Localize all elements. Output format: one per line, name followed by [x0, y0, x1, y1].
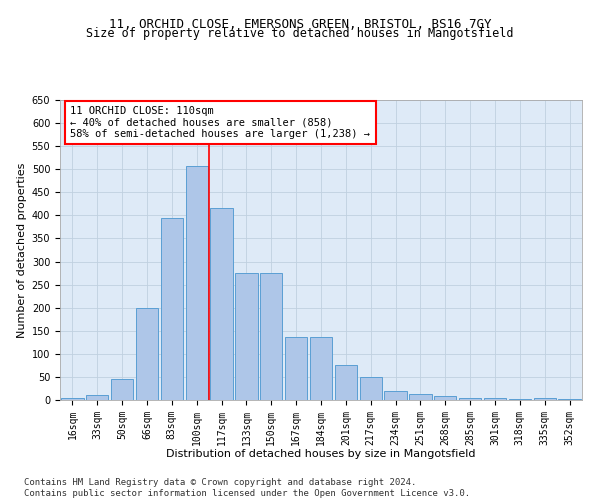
Bar: [434, 396, 457, 400]
Bar: [185, 166, 208, 400]
Text: Size of property relative to detached houses in Mangotsfield: Size of property relative to detached ho…: [86, 28, 514, 40]
Bar: [86, 396, 109, 400]
Y-axis label: Number of detached properties: Number of detached properties: [17, 162, 28, 338]
Text: Contains HM Land Registry data © Crown copyright and database right 2024.
Contai: Contains HM Land Registry data © Crown c…: [24, 478, 470, 498]
Bar: [310, 337, 332, 400]
Bar: [335, 366, 357, 400]
Bar: [161, 218, 183, 400]
Bar: [385, 391, 407, 400]
Bar: [459, 398, 481, 400]
Bar: [211, 208, 233, 400]
Bar: [559, 399, 581, 400]
Bar: [111, 379, 133, 400]
Bar: [235, 273, 257, 400]
Bar: [484, 398, 506, 400]
Bar: [509, 399, 531, 400]
Bar: [409, 394, 431, 400]
X-axis label: Distribution of detached houses by size in Mangotsfield: Distribution of detached houses by size …: [166, 449, 476, 459]
Bar: [260, 273, 283, 400]
Bar: [61, 398, 83, 400]
Text: 11 ORCHID CLOSE: 110sqm
← 40% of detached houses are smaller (858)
58% of semi-d: 11 ORCHID CLOSE: 110sqm ← 40% of detache…: [70, 106, 370, 139]
Bar: [136, 308, 158, 400]
Text: 11, ORCHID CLOSE, EMERSONS GREEN, BRISTOL, BS16 7GY: 11, ORCHID CLOSE, EMERSONS GREEN, BRISTO…: [109, 18, 491, 30]
Bar: [533, 398, 556, 400]
Bar: [359, 377, 382, 400]
Bar: [285, 337, 307, 400]
